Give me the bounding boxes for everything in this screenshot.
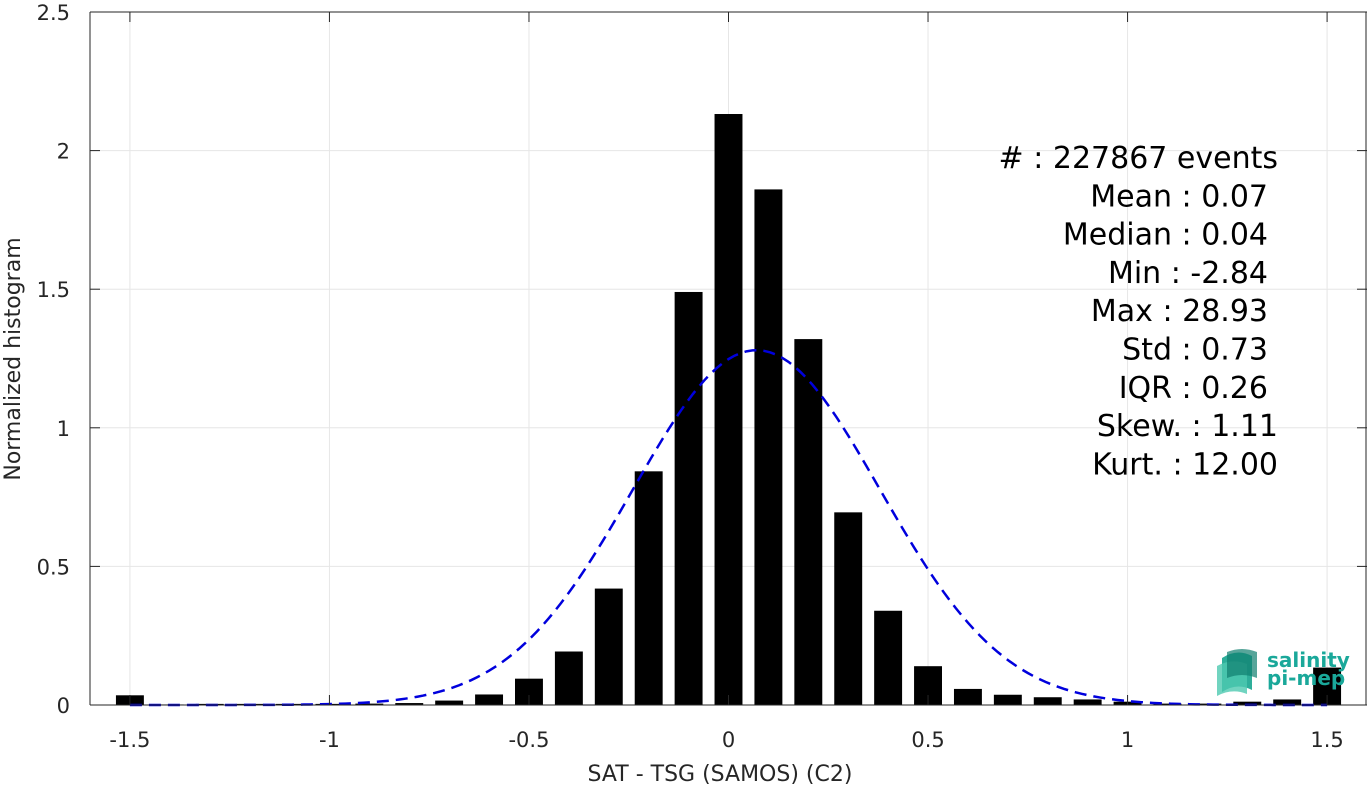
x-tick-label: 1.5 [1310, 728, 1343, 752]
stat-line: # : 227867 events [999, 141, 1278, 176]
logo-line1: salinity [1267, 648, 1350, 672]
y-tick-labels: 0 0.5 1 1.5 2 2.5 [37, 1, 70, 718]
stat-line: Max : 28.93 [1091, 294, 1268, 329]
stat-line: IQR : 0.26 [1119, 371, 1268, 406]
histogram-bar [674, 291, 703, 705]
y-tick-label: 1 [57, 417, 70, 441]
x-tick-label: -0.5 [508, 728, 549, 752]
histogram-bar [435, 700, 464, 705]
y-tick-label: 2 [57, 140, 70, 164]
histogram-bar [794, 339, 823, 705]
salinity-pimep-logo: salinity pi-mep [1217, 648, 1350, 696]
y-tick-label: 2.5 [37, 1, 70, 25]
histogram-bar [874, 610, 903, 705]
histogram-bar [1033, 697, 1062, 705]
x-tick-label: 0.5 [911, 728, 944, 752]
logo-wave-icon [1217, 649, 1257, 696]
y-axis-label: Normalized histogram [1, 237, 26, 480]
x-axis-label: SAT - TSG (SAMOS) (C2) [588, 762, 853, 785]
histogram-bar [714, 114, 743, 706]
histogram-bar [1073, 699, 1102, 705]
histogram-bars [115, 114, 1342, 706]
x-tick-labels: -1.5 -1 -0.5 0 0.5 1 1.5 [109, 728, 1343, 752]
axes-frame [89, 11, 1367, 706]
histogram-bar [355, 703, 384, 705]
stat-line: Skew. : 1.11 [1097, 409, 1278, 444]
x-tick-label: -1.5 [109, 728, 150, 752]
x-tick-label: 1 [1121, 728, 1134, 752]
stat-line: Median : 0.04 [1063, 218, 1268, 253]
histogram-bar [1233, 701, 1262, 705]
stat-line: Mean : 0.07 [1090, 179, 1268, 214]
histogram-bar [395, 703, 424, 705]
stat-line: Min : -2.84 [1108, 256, 1268, 291]
stat-line: Kurt. : 12.00 [1092, 447, 1278, 482]
histogram-bar [1153, 703, 1182, 705]
histogram-bar [554, 651, 583, 705]
histogram-bar [1273, 699, 1302, 705]
histogram-bar [993, 694, 1022, 705]
histogram-bar [594, 588, 623, 705]
x-tick-label: 0 [722, 728, 735, 752]
histogram-bar [834, 512, 863, 705]
stat-line: Std : 0.73 [1122, 333, 1268, 368]
histogram-bar [754, 189, 783, 705]
histogram-bar [475, 694, 504, 705]
y-tick-label: 0 [57, 694, 70, 718]
histogram-bar [634, 471, 663, 705]
y-tick-label: 0.5 [37, 555, 70, 579]
logo-line2: pi-mep [1267, 666, 1345, 690]
x-tick-label: -1 [319, 728, 340, 752]
histogram-bar [953, 688, 982, 705]
y-tick-label: 1.5 [37, 278, 70, 302]
